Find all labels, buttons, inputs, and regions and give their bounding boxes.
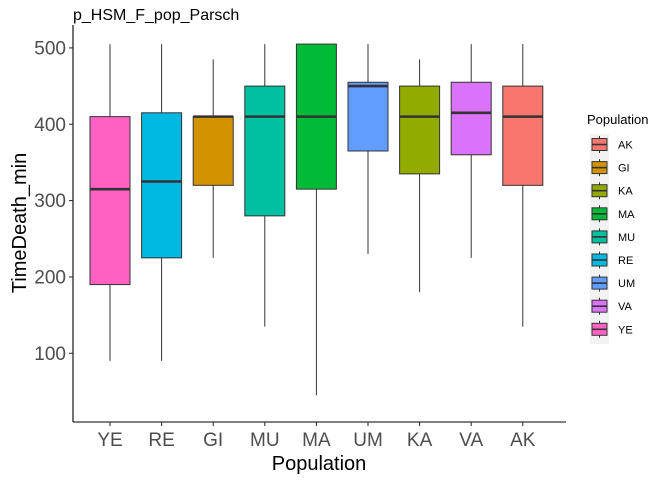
legend-label: MU — [618, 232, 635, 244]
y-tick-label: 100 — [34, 344, 66, 365]
x-tick-label: VA — [459, 430, 483, 451]
x-axis-title: Population — [272, 453, 367, 475]
box-ak — [502, 44, 544, 327]
y-tick-label: 300 — [34, 191, 66, 212]
box-iqr — [347, 81, 389, 152]
box-re — [141, 44, 183, 361]
chart-title: p_HSM_F_pop_Parsch — [73, 7, 239, 24]
legend-item-va: VA — [591, 297, 633, 315]
y-tick-label: 500 — [34, 38, 66, 59]
y-ticks: 100 200 300 400 500 — [34, 38, 73, 365]
legend-item-re: RE — [591, 251, 633, 269]
box-va — [450, 44, 492, 258]
legend-label: GI — [618, 163, 630, 175]
box-iqr — [244, 85, 286, 217]
plot-area: 100 200 300 400 500 YE RE GI MU MA UM KA VA AK — [34, 25, 566, 451]
box-mu — [244, 44, 286, 327]
y-axis-title: TimeDeath_min — [9, 153, 31, 293]
box-ye — [89, 44, 131, 361]
legend-item-mu: MU — [591, 228, 635, 246]
box-iqr — [450, 81, 492, 156]
box-gi — [192, 59, 234, 258]
x-tick-label: GI — [203, 430, 223, 451]
x-tick-label: KA — [407, 430, 433, 451]
legend-item-um: UM — [591, 274, 635, 292]
x-ticks: YE RE GI MU MA UM KA VA AK — [97, 422, 536, 451]
legend-label: YE — [618, 324, 633, 336]
box-um — [347, 44, 389, 255]
x-tick-label: AK — [510, 430, 536, 451]
x-tick-label: UM — [353, 430, 383, 451]
legend-item-ye: YE — [591, 320, 633, 338]
box-iqr — [89, 116, 131, 286]
x-tick-label: MU — [250, 430, 280, 451]
legend-item-ma: MA — [591, 205, 635, 223]
legend-title: Population — [587, 112, 648, 127]
box-iqr — [502, 85, 544, 186]
legend-label: AK — [618, 140, 633, 152]
legend-item-ak: AK — [591, 136, 633, 153]
box-group — [89, 43, 544, 396]
x-tick-label: RE — [148, 430, 174, 451]
box-ma — [295, 43, 337, 396]
legend-label: MA — [618, 209, 635, 221]
legend-label: KA — [618, 186, 633, 198]
legend: Population AK GI KA MA MU RE UM VA YE — [587, 112, 648, 344]
legend-items: AK GI KA MA MU RE UM VA YE — [590, 134, 635, 344]
box-ka — [399, 59, 441, 293]
legend-item-ka: KA — [591, 182, 633, 200]
y-tick-label: 400 — [34, 115, 66, 136]
box-iqr — [399, 85, 441, 175]
legend-item-gi: GI — [591, 159, 630, 177]
box-iqr — [192, 116, 234, 186]
legend-label: UM — [618, 278, 635, 290]
legend-label: RE — [618, 255, 633, 267]
box-iqr — [141, 112, 183, 259]
y-tick-label: 200 — [34, 267, 66, 288]
x-tick-label: MA — [302, 430, 331, 451]
x-tick-label: YE — [97, 430, 122, 451]
legend-label: VA — [618, 301, 633, 313]
